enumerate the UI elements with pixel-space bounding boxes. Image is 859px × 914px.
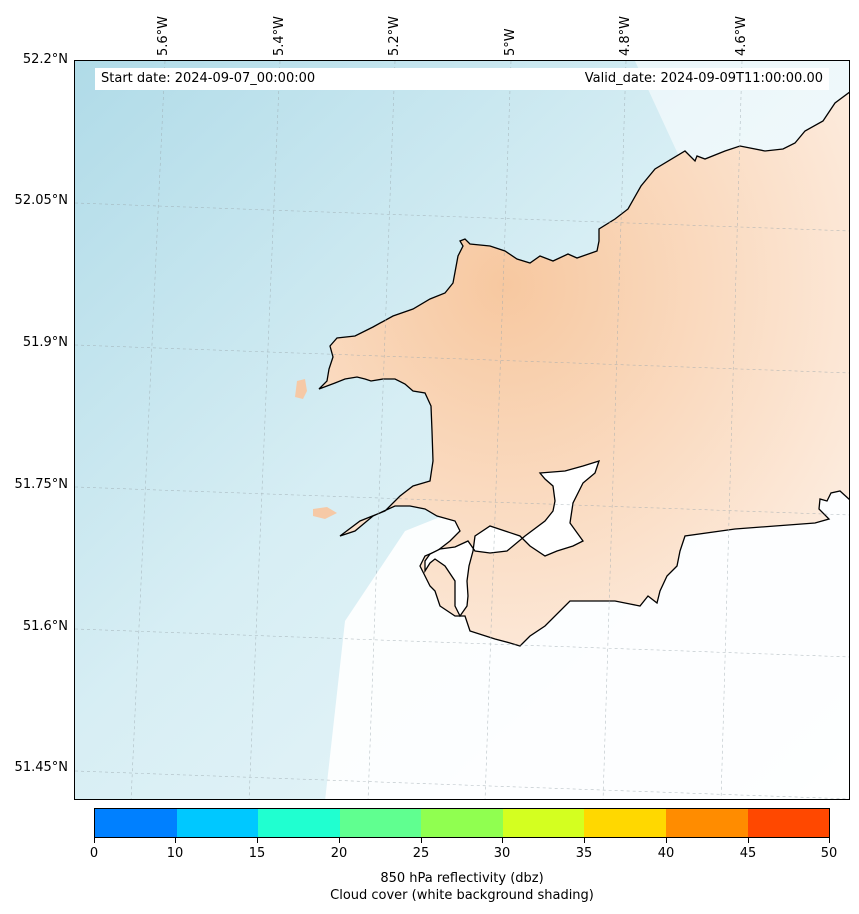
colorbar-tick [257, 838, 258, 843]
lat-label-51.45n: 51.45°N [14, 760, 68, 775]
colorbar-label-25: 25 [412, 846, 430, 861]
lon-label-5w: 5°W [503, 28, 518, 56]
colorbar-label-10: 10 [166, 846, 184, 861]
colorbar-label-20: 20 [330, 846, 348, 861]
colorbar-tick [421, 838, 422, 843]
date-header: Start date: 2024-09-07_00:00:00 Valid_da… [95, 68, 829, 90]
colorbar-segment-25-30 [421, 809, 503, 837]
colorbar-segment-0-10 [95, 809, 177, 837]
land-mass [318, 91, 849, 647]
colorbar-tick [584, 838, 585, 843]
colorbar-label-50: 50 [820, 846, 838, 861]
lon-label-4.6w: 4.6°W [734, 15, 749, 56]
skomer-island [313, 507, 337, 519]
colorbar-segment-45-50 [747, 809, 830, 837]
colorbar-tick [339, 838, 340, 843]
colorbar-tick [94, 838, 95, 843]
milford-haven [424, 460, 601, 618]
lat-label-51.75n: 51.75°N [14, 477, 68, 492]
colorbar-tick [502, 838, 503, 843]
lat-label-51.6n: 51.6°N [22, 619, 68, 634]
lat-label-52.2n: 52.2°N [22, 52, 68, 67]
colorbar-tick [175, 838, 176, 843]
colorbar-title: 850 hPa reflectivity (dbz) [380, 871, 544, 886]
lat-label-51.9n: 51.9°N [22, 335, 68, 350]
colorbar [94, 808, 830, 838]
colorbar-tick [748, 838, 749, 843]
colorbar-tick [829, 838, 830, 843]
lon-label-5.6w: 5.6°W [156, 15, 171, 56]
colorbar-segment-40-45 [665, 809, 748, 837]
colorbar-segment-15-20 [258, 809, 340, 837]
colorbar-label-30: 30 [493, 846, 511, 861]
colorbar-label-0: 0 [89, 846, 99, 861]
lat-label-52.05n: 52.05°N [14, 193, 68, 208]
colorbar-segment-30-35 [502, 809, 585, 837]
ramsey-island [295, 379, 307, 399]
colorbar-label-45: 45 [739, 846, 757, 861]
colorbar-segment-10-15 [176, 809, 259, 837]
map-panel: Start date: 2024-09-07_00:00:00 Valid_da… [74, 60, 850, 800]
colorbar-label-40: 40 [657, 846, 675, 861]
colorbar-segment-35-40 [584, 809, 666, 837]
colorbar-segment-20-25 [339, 809, 422, 837]
valid-date: Valid_date: 2024-09-09T11:00:00.00 [584, 71, 823, 86]
colorbar-tick [666, 838, 667, 843]
colorbar-label-35: 35 [575, 846, 593, 861]
map-canvas [75, 61, 849, 799]
lon-label-4.8w: 4.8°W [618, 15, 633, 56]
lon-label-5.2w: 5.2°W [387, 15, 402, 56]
colorbar-subtitle: Cloud cover (white background shading) [330, 888, 594, 903]
start-date: Start date: 2024-09-07_00:00:00 [101, 71, 316, 86]
lon-label-5.4w: 5.4°W [272, 15, 287, 56]
colorbar-label-15: 15 [248, 846, 266, 861]
